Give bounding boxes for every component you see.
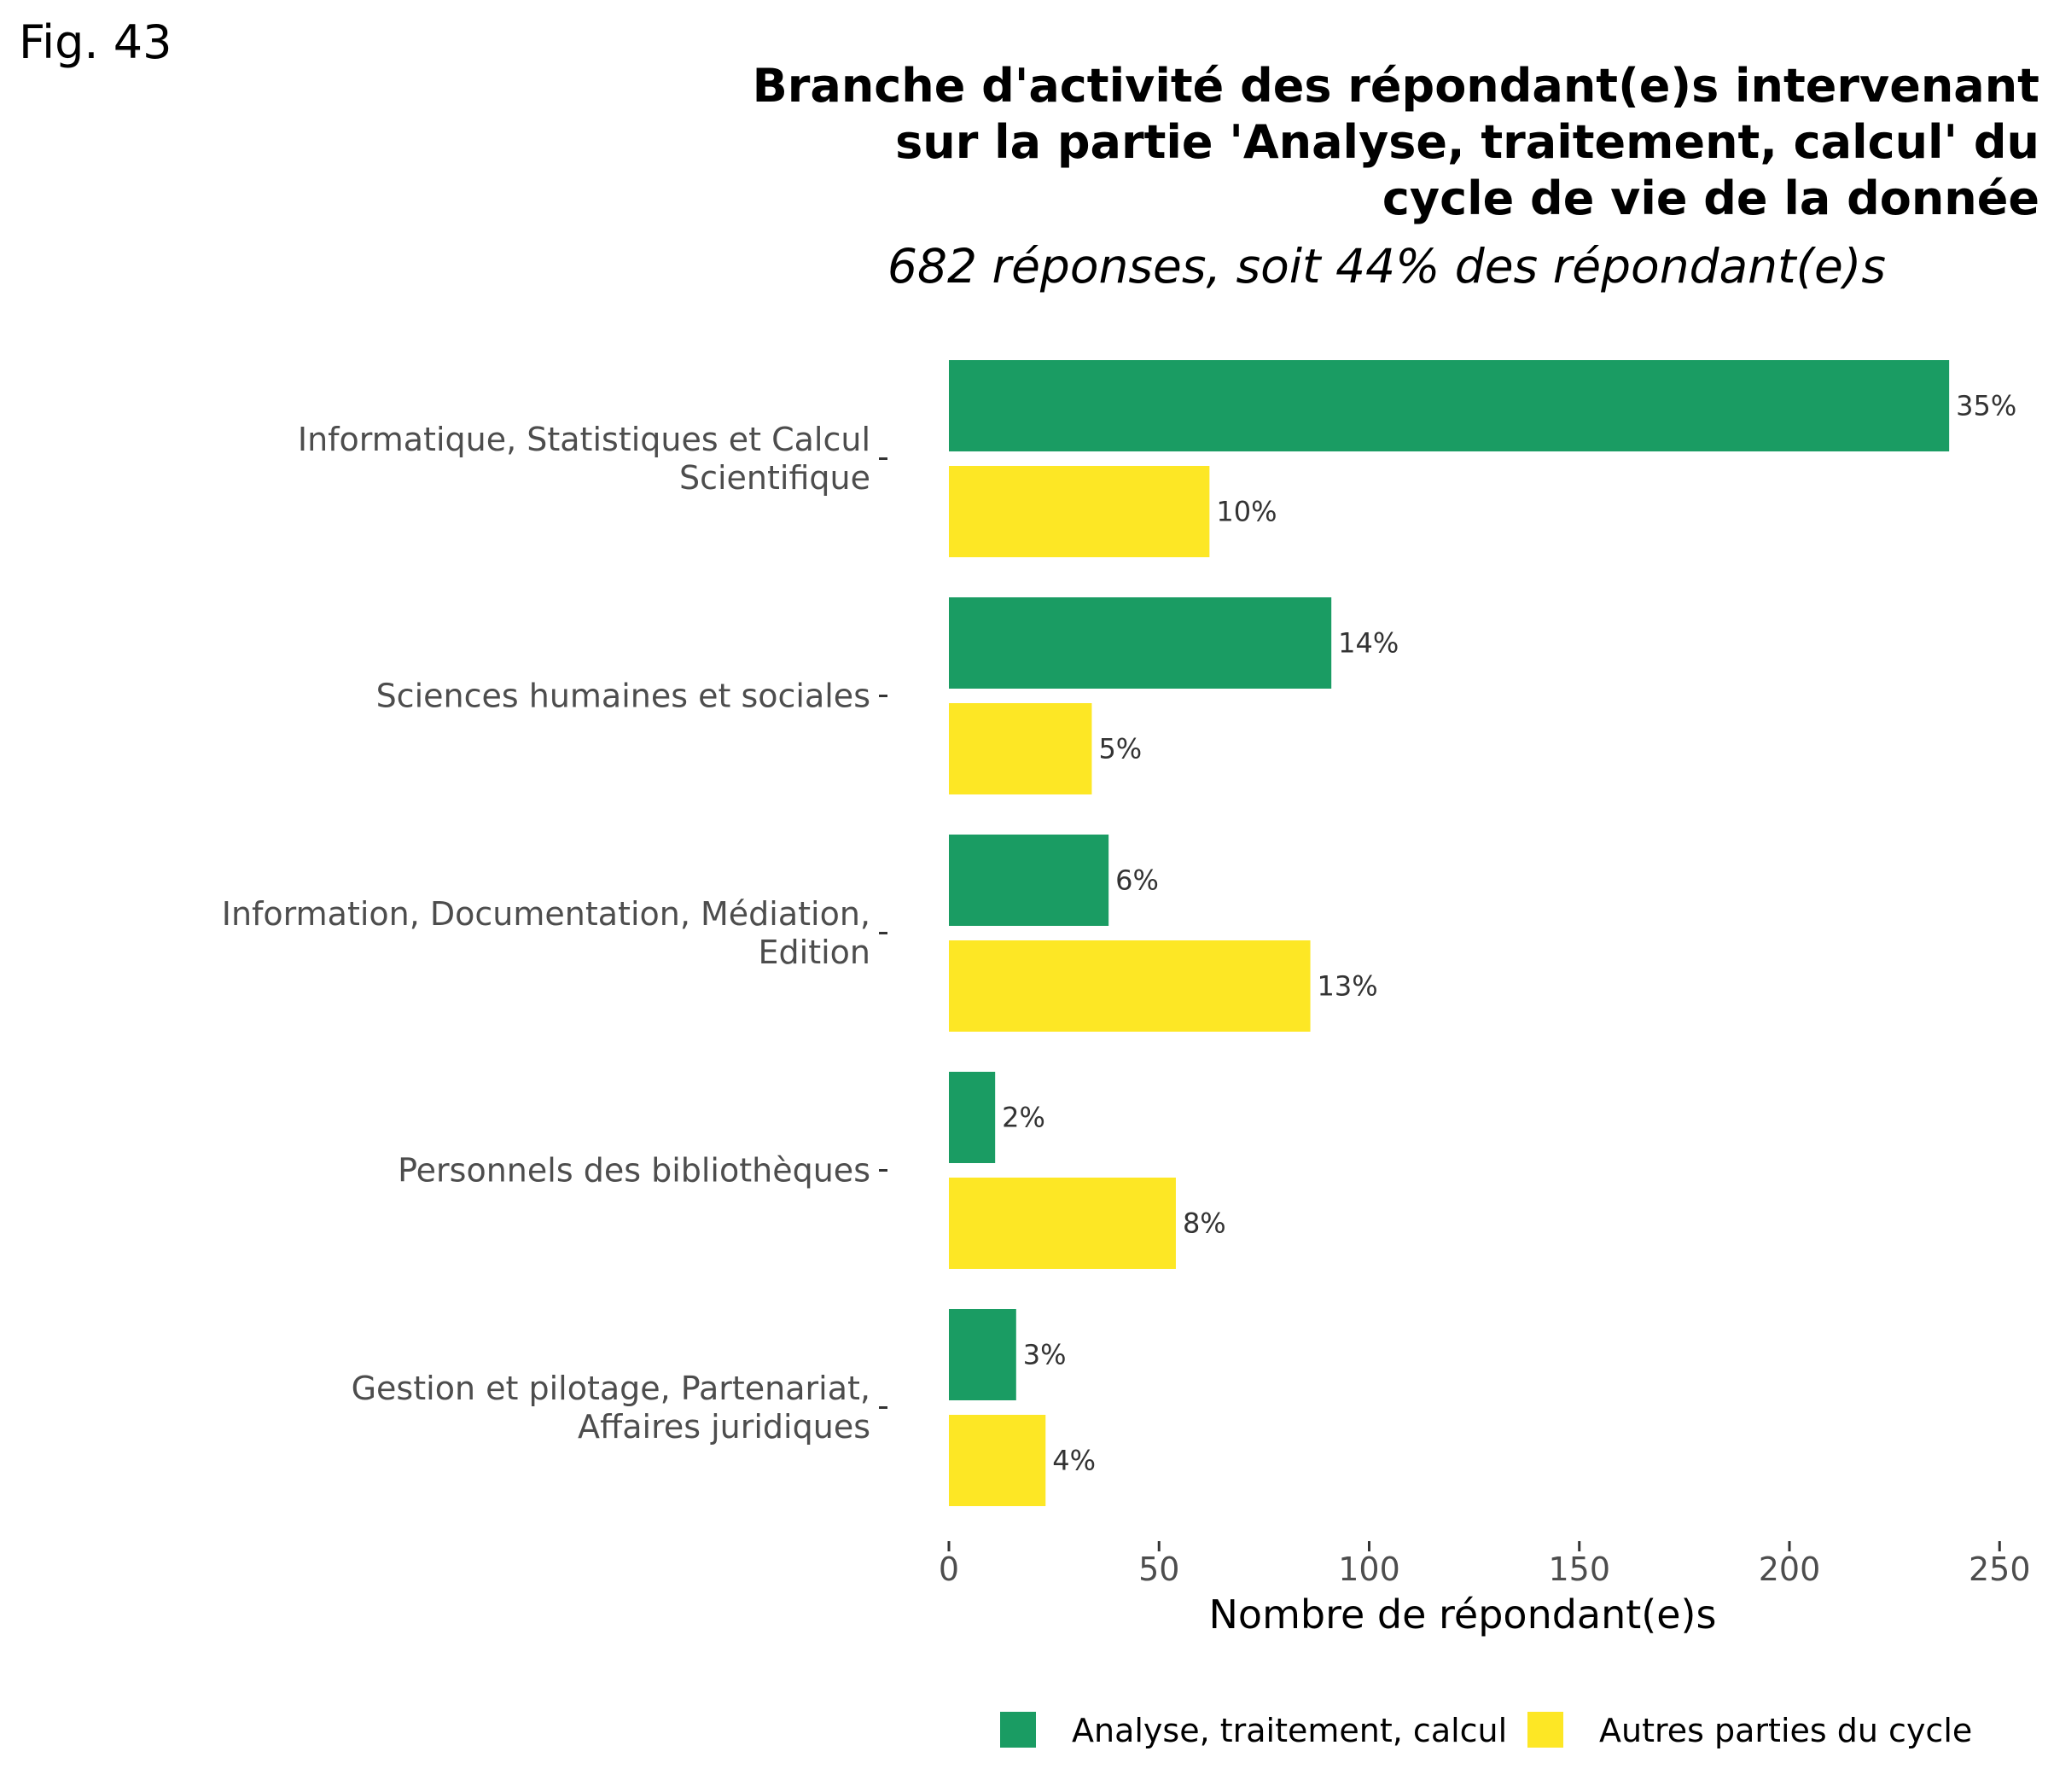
category-label: Gestion et pilotage, Partenariat, Affaire…	[352, 1370, 870, 1446]
category-label-line: Information, Documentation, Médiation,	[222, 895, 870, 933]
x-axis-title: Nombre de répondant(e)s	[1209, 1591, 1717, 1638]
category-label: Informatique, Statistiques et Calcul Scie…	[298, 421, 870, 497]
category-label: Sciences humaines et sociales	[376, 678, 870, 715]
bar	[949, 1309, 1016, 1400]
legend-swatch	[1000, 1712, 1036, 1748]
bar	[949, 940, 1311, 1032]
bar	[949, 360, 1949, 451]
x-tick-label: 250	[1969, 1551, 2031, 1588]
data-label: 6%	[1115, 864, 1159, 897]
x-tick-label: 0	[939, 1551, 959, 1588]
bars-layer: 35% 10% 14% 5% 6% 13% 2% 8% 3% 4%	[949, 360, 2016, 1506]
x-tick-label: 50	[1138, 1551, 1179, 1588]
x-tick-label: 200	[1759, 1551, 1821, 1588]
data-label: 35%	[1956, 390, 2016, 422]
category-label-line: Personnels des bibliothèques	[398, 1152, 870, 1190]
category-label: Personnels des bibliothèques	[398, 1152, 870, 1190]
category-label-line: Gestion et pilotage, Partenariat,	[352, 1370, 870, 1407]
bar	[949, 703, 1091, 794]
legend-label: Autres parties du cycle	[1599, 1712, 1972, 1749]
data-label: 2%	[1002, 1102, 1045, 1134]
data-label: 3%	[1023, 1339, 1067, 1371]
data-label: 14%	[1338, 627, 1399, 660]
bar	[949, 597, 1331, 689]
data-label: 5%	[1098, 733, 1142, 765]
data-label: 13%	[1318, 970, 1378, 1003]
category-label: Information, Documentation, Médiation, Ed…	[222, 895, 870, 971]
bar	[949, 835, 1108, 926]
category-axis: Informatique, Statistiques et Calcul Scie…	[222, 421, 887, 1446]
bar	[949, 1415, 1045, 1506]
x-tick-label: 100	[1338, 1551, 1400, 1588]
category-label-line: Informatique, Statistiques et Calcul	[298, 421, 870, 458]
category-label-line: Sciences humaines et sociales	[376, 678, 870, 715]
x-tick-label: 150	[1548, 1551, 1610, 1588]
bar	[949, 1178, 1176, 1269]
bar	[949, 466, 1209, 557]
legend: Analyse, traitement, calcul Autres partie…	[1000, 1712, 1972, 1749]
legend-swatch	[1527, 1712, 1563, 1748]
data-label: 4%	[1052, 1445, 1096, 1477]
legend-label: Analyse, traitement, calcul	[1072, 1712, 1507, 1749]
category-label-line: Scientifique	[679, 459, 870, 497]
x-axis: 0 50 100 150 200 250	[939, 1541, 2031, 1588]
category-label-line: Affaires juridiques	[578, 1408, 870, 1446]
data-label: 8%	[1183, 1207, 1226, 1240]
bar	[949, 1072, 995, 1163]
data-label: 10%	[1216, 496, 1277, 528]
category-label-line: Edition	[759, 934, 870, 971]
